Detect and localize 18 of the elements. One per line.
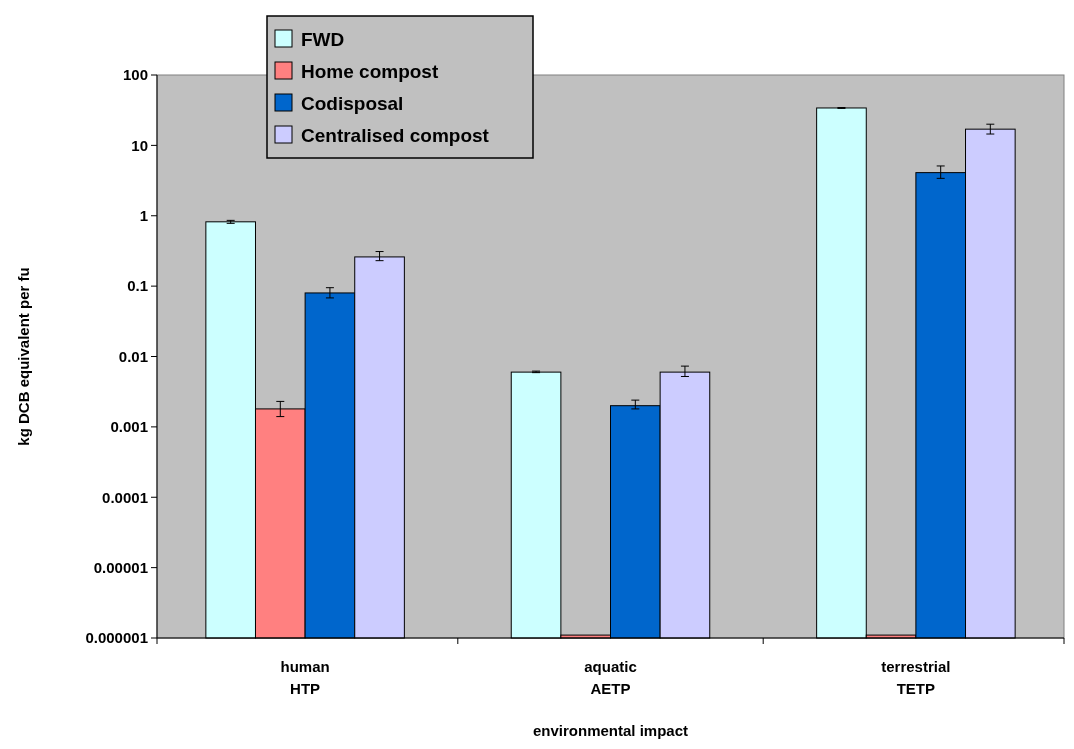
x-axis-title: environmental impact [532,722,689,739]
x-tick-label: human HTP [280,658,330,697]
y-tick-label: 0.00001 [93,558,148,576]
y-tick-label: 0.1 [127,277,148,295]
legend-label: Home compost [301,60,439,82]
y-tick-label: 1 [139,207,148,224]
legend-label: Centralised compost [301,124,490,146]
y-axis-title: kg DCB equivalent per fu [15,267,32,446]
x-tick-label: aquatic AETP [584,658,637,697]
legend-label: FWD [301,28,345,50]
y-tick-label: 0.01 [118,347,148,365]
y-tick-label: 10 [131,136,148,154]
y-tick-label: 100 [122,66,148,84]
y-tick-label: 0.0001 [102,488,148,506]
y-tick-label: 0.001 [110,418,148,436]
y-tick-label: 0.000001 [85,629,148,647]
legend-label: Codisposal [301,92,404,114]
x-tick-label: terrestrial TETP [881,658,951,697]
